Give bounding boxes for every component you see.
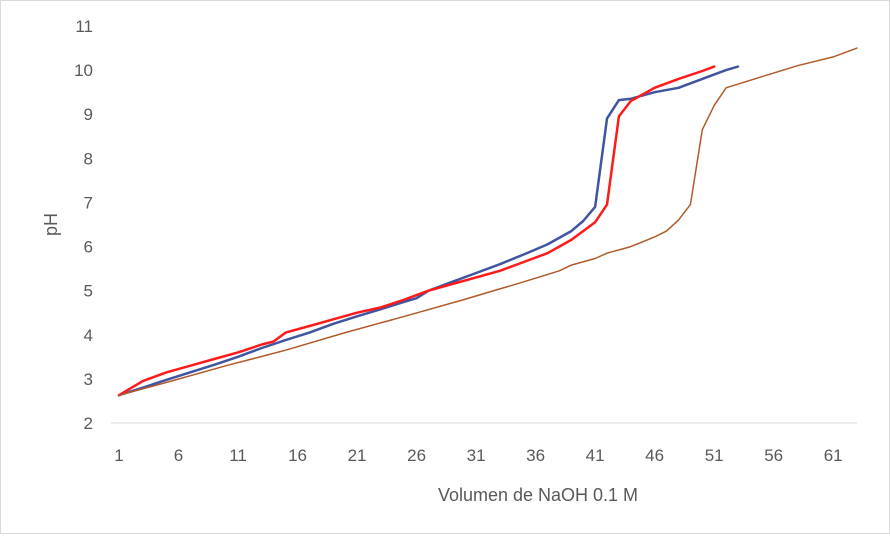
x-tick-label: 41 — [586, 446, 605, 465]
x-axis-title: Volumen de NaOH 0.1 M — [438, 485, 638, 505]
series-group — [117, 47, 858, 397]
x-tick-label: 61 — [824, 446, 843, 465]
y-tick-label: 10 — [74, 61, 93, 80]
x-tick-label: 46 — [645, 446, 664, 465]
x-tick-label: 1 — [114, 446, 123, 465]
y-tick-label: 9 — [84, 105, 93, 124]
y-axis-tick-labels: 2 3 4 5 6 7 8 9 10 11 — [74, 17, 93, 433]
y-tick-label: 11 — [75, 17, 93, 36]
x-tick-label: 31 — [467, 446, 486, 465]
series-line-1 — [117, 65, 740, 397]
series-line-2 — [117, 65, 716, 397]
x-tick-label: 51 — [705, 446, 724, 465]
x-axis-tick-labels: 1 6 11 16 21 26 31 36 41 46 51 56 61 — [114, 446, 842, 465]
x-tick-label: 21 — [348, 446, 367, 465]
y-tick-label: 8 — [84, 149, 93, 168]
y-tick-label: 3 — [84, 370, 93, 389]
y-tick-label: 6 — [84, 238, 93, 257]
y-tick-label: 4 — [84, 326, 93, 345]
y-tick-label: 7 — [84, 193, 93, 212]
x-tick-label: 6 — [174, 446, 183, 465]
x-tick-label: 56 — [764, 446, 783, 465]
x-tick-label: 36 — [526, 446, 545, 465]
series-line-3 — [118, 47, 858, 396]
x-tick-label: 26 — [407, 446, 426, 465]
y-axis-title: pH — [41, 213, 61, 236]
y-tick-label: 5 — [84, 282, 93, 301]
x-tick-label: 11 — [229, 446, 247, 465]
x-tick-label: 16 — [288, 446, 307, 465]
y-tick-label: 2 — [84, 414, 93, 433]
